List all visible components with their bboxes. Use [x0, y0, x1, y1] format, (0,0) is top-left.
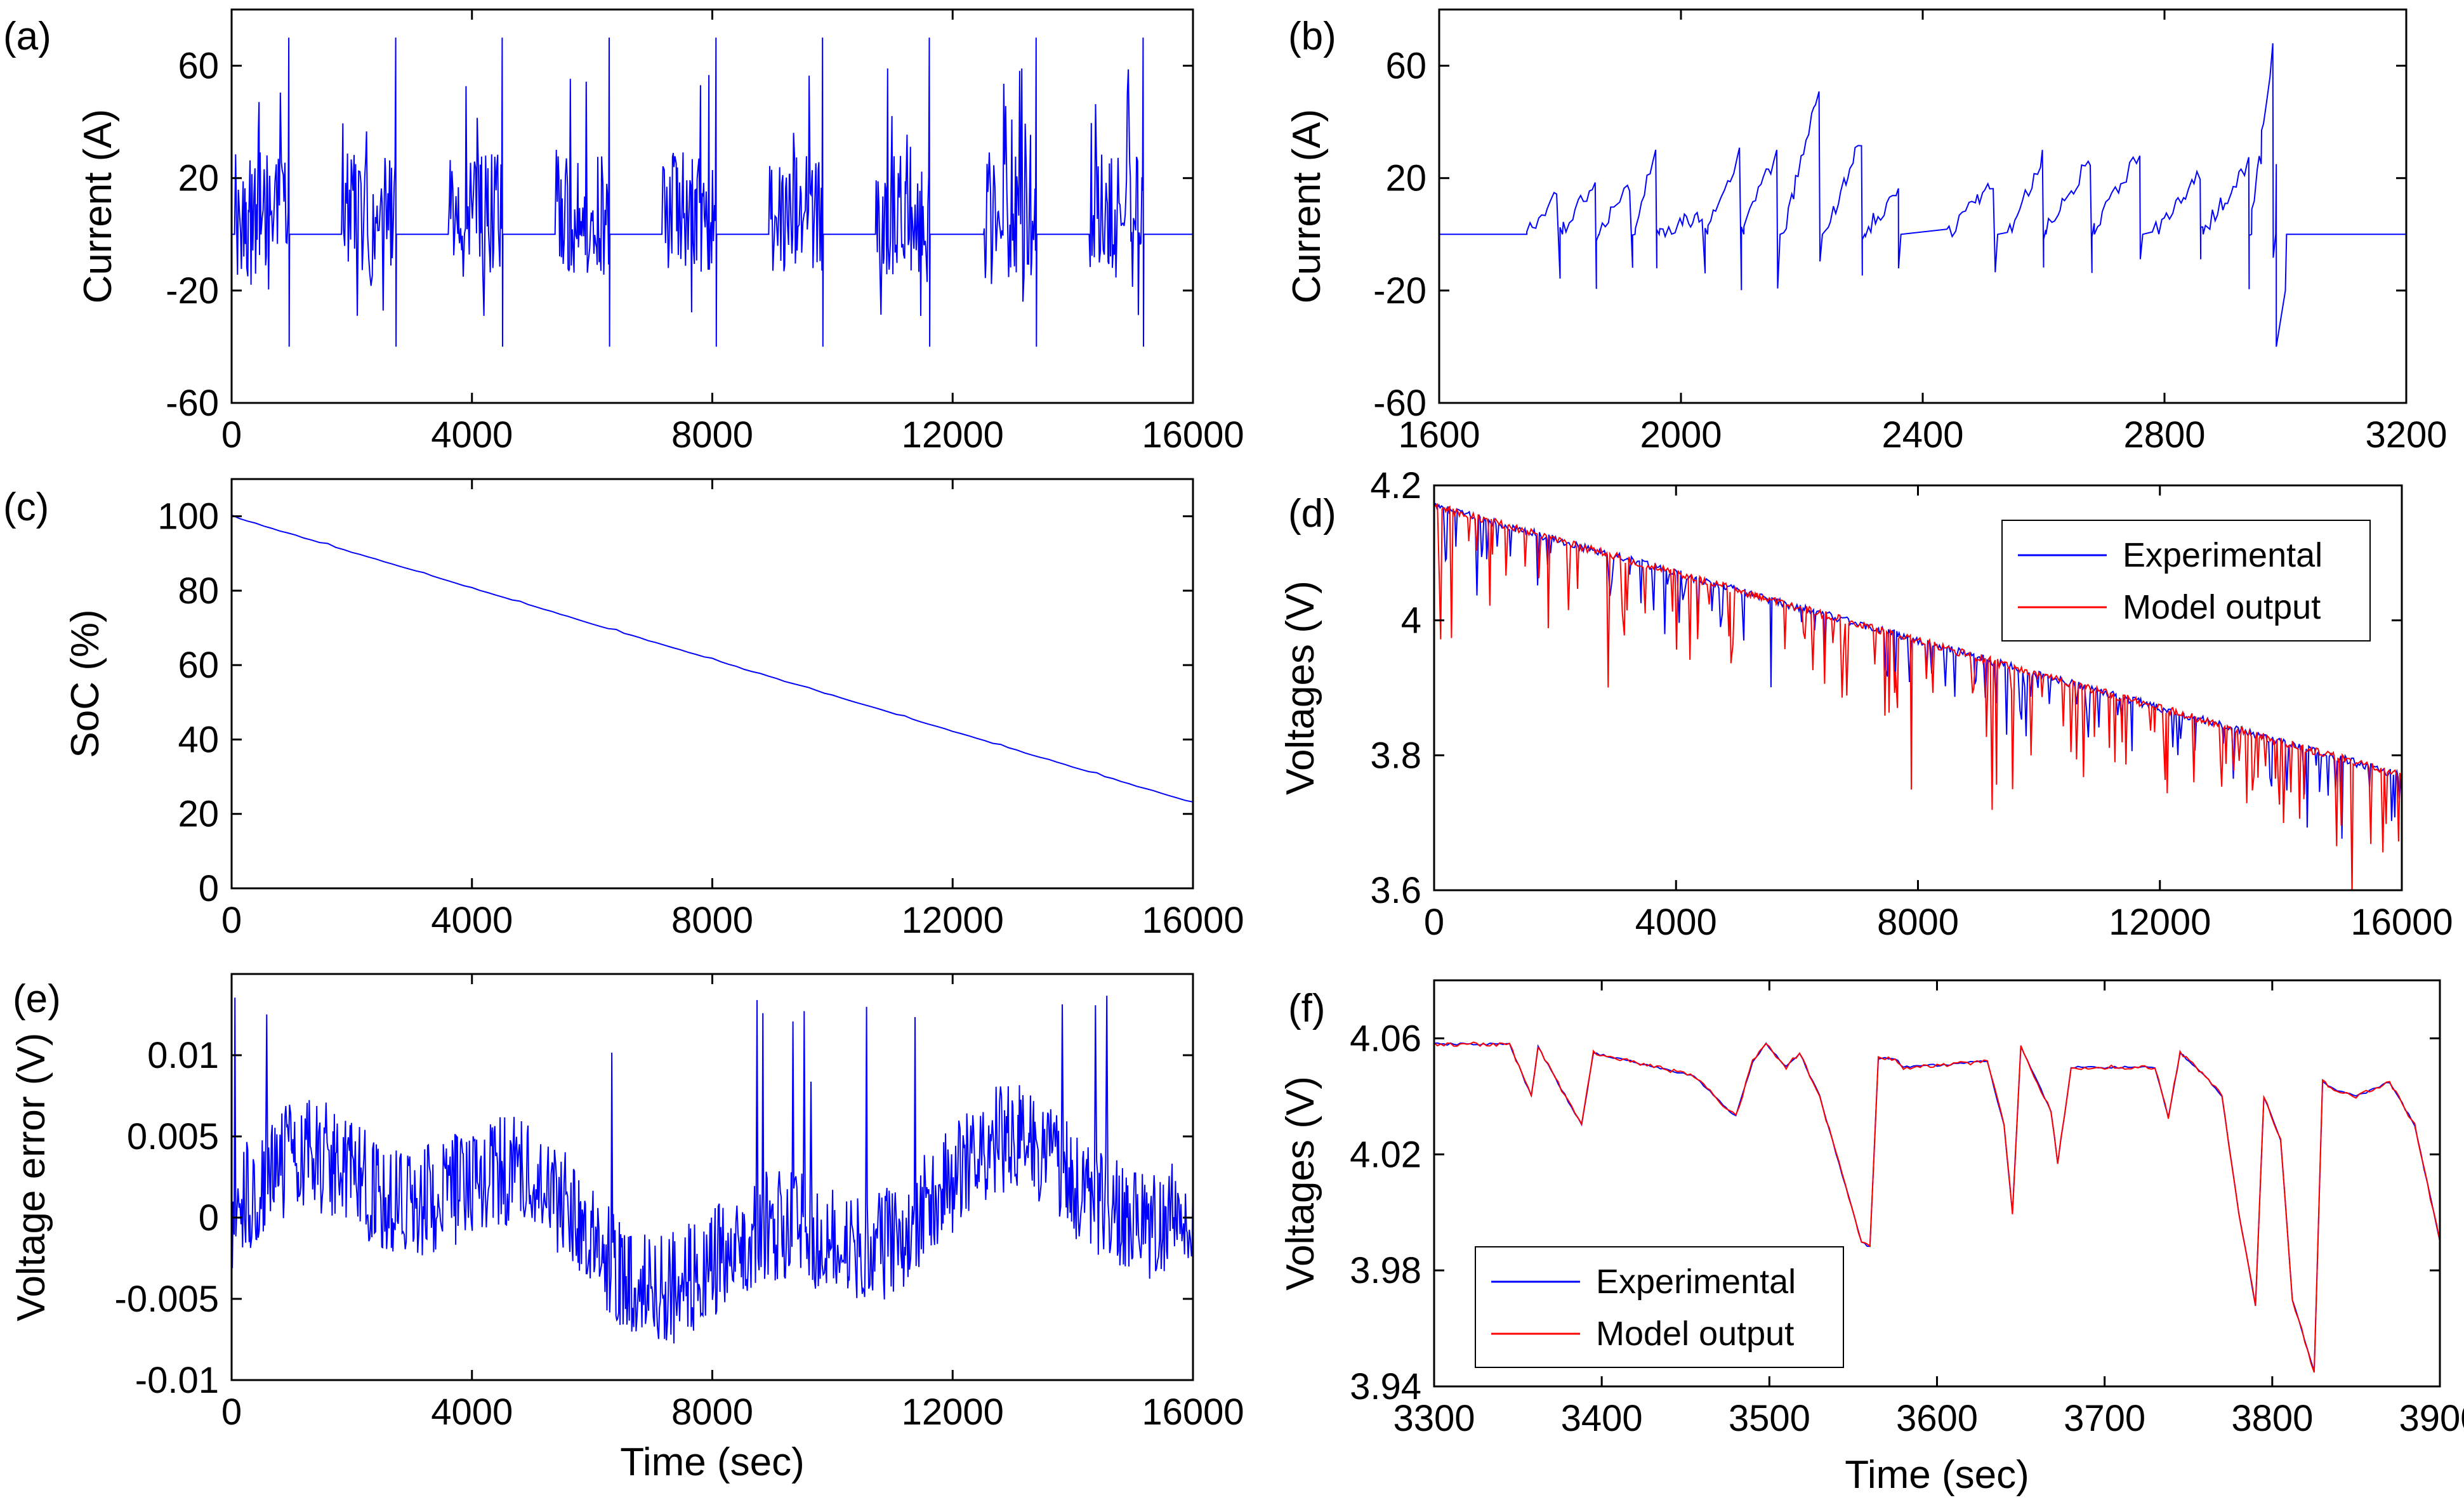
x-tick-label-c: 12000	[902, 900, 1004, 941]
x-tick-label-d: 4000	[1635, 902, 1717, 943]
y-axis-label-e: Voltage error (V)	[10, 1033, 53, 1322]
x-tick-label-a: 16000	[1142, 414, 1244, 456]
legend-label-f: Model output	[1596, 1315, 1794, 1353]
x-tick-label-c: 0	[221, 900, 242, 941]
legend-label-d: Model output	[2123, 588, 2321, 626]
y-axis-label-f: Voltages (V)	[1279, 1076, 1322, 1291]
y-tick-label-a: 20	[178, 158, 219, 199]
panel-label-a: (a)	[3, 15, 51, 58]
series-b-current	[1439, 43, 2406, 347]
y-tick-label-f: 4.02	[1350, 1134, 1421, 1175]
x-tick-label-e: 4000	[431, 1391, 513, 1433]
panel-label-e: (e)	[13, 977, 61, 1021]
x-tick-label-c: 16000	[1142, 900, 1244, 941]
legend-d: Experimental Model output	[2001, 520, 2371, 641]
series-d-model-output	[1434, 503, 2402, 890]
x-tick-label-d: 12000	[2109, 902, 2211, 943]
x-tick-label-b: 1600	[1398, 414, 1480, 456]
panel-d: 0 4000 8000 12000 16000 3.6 3.8 4 4.2 Voltages (V…	[1279, 465, 2453, 943]
y-tick-label-f: 3.98	[1350, 1250, 1421, 1291]
y-tick-label-e: 0.01	[147, 1035, 219, 1076]
y-tick-label-c: 0	[199, 868, 219, 909]
x-tick-label-f: 3400	[1561, 1398, 1643, 1439]
panel-c: 0 4000 8000 12000 16000 0 20 40 60 80 100 SoC (%) (c…	[3, 478, 1244, 941]
panel-label-f: (f)	[1288, 987, 1326, 1030]
y-tick-label-e: 0	[199, 1197, 219, 1239]
y-tick-label-c: 100	[157, 496, 219, 537]
y-tick-label-c: 60	[178, 645, 219, 686]
y-tick-label-c: 20	[178, 794, 219, 835]
axes-frame-c	[230, 478, 1194, 890]
y-axis-label-b: Current (A)	[1285, 109, 1329, 304]
x-tick-label-c: 8000	[671, 900, 753, 941]
x-tick-label-f: 3900	[2399, 1398, 2464, 1439]
x-tick-label-e: 0	[221, 1391, 242, 1433]
panel-label-b: (b)	[1288, 15, 1336, 58]
y-tick-label-f: 4.06	[1350, 1018, 1421, 1059]
x-tick-label-a: 0	[221, 414, 242, 456]
x-tick-label-b: 2800	[2123, 414, 2205, 456]
series-e-voltage-error	[232, 996, 1193, 1344]
x-tick-label-a: 4000	[431, 414, 513, 456]
x-tick-label-d: 16000	[2350, 902, 2453, 943]
y-tick-label-e: -0.01	[135, 1360, 219, 1401]
x-tick-label-b: 2000	[1640, 414, 1722, 456]
x-tick-label-c: 4000	[431, 900, 513, 941]
x-tick-label-b: 2400	[1881, 414, 1963, 456]
legend-label-f: Experimental	[1596, 1263, 1796, 1301]
x-tick-label-e: 16000	[1142, 1391, 1244, 1433]
x-tick-label-d: 0	[1424, 902, 1444, 943]
y-tick-label-e: 0.005	[127, 1116, 219, 1157]
y-tick-label-b: 20	[1385, 158, 1426, 199]
y-tick-label-b: 60	[1385, 46, 1426, 87]
y-tick-label-b: -20	[1373, 270, 1426, 312]
x-tick-label-a: 8000	[671, 414, 753, 456]
legend-label-d: Experimental	[2123, 536, 2322, 574]
legend-f: Experimental Model output	[1475, 1246, 1844, 1368]
y-tick-label-d: 4.2	[1370, 465, 1421, 506]
y-axis-label-a: Current (A)	[76, 109, 120, 304]
panel-b: 1600 2000 2400 2800 3200 -60 -20 20 60 Current (A…	[1285, 8, 2448, 456]
y-tick-label-e: -0.005	[115, 1279, 219, 1320]
panel-a: 0 4000 8000 12000 16000 -60 -20 20 60 Current (A)…	[3, 8, 1244, 456]
x-tick-label-f: 3700	[2064, 1398, 2145, 1439]
y-tick-label-a: -20	[166, 270, 219, 312]
y-tick-label-d: 3.8	[1370, 735, 1421, 776]
y-axis-label-d: Voltages (V)	[1279, 581, 1322, 795]
x-tick-label-e: 8000	[671, 1391, 753, 1433]
y-tick-label-d: 3.6	[1370, 870, 1421, 911]
panel-label-d: (d)	[1288, 492, 1336, 536]
y-axis-label-c: SoC (%)	[63, 609, 107, 758]
x-tick-label-f: 3800	[2231, 1398, 2313, 1439]
y-tick-label-b: -60	[1373, 383, 1426, 424]
x-tick-label-e: 12000	[902, 1391, 1004, 1433]
y-tick-label-c: 80	[178, 570, 219, 612]
x-tick-label-f: 3500	[1729, 1398, 1810, 1439]
x-tick-label-d: 8000	[1877, 902, 1959, 943]
series-a-current	[232, 37, 1193, 347]
panel-f: 3300 3400 3500 3600 3700 3800 3900 3.94 3.98 4.02…	[1279, 979, 2464, 1497]
legend-box-f	[1475, 1246, 1844, 1368]
x-tick-label-b: 3200	[2365, 414, 2447, 456]
legend-box-d	[2001, 520, 2371, 641]
y-tick-label-a: -60	[166, 383, 219, 424]
x-axis-label-e: Time (sec)	[620, 1440, 804, 1484]
y-tick-label-a: 60	[178, 46, 219, 87]
x-axis-label-f: Time (sec)	[1845, 1453, 2029, 1497]
x-tick-label-f: 3600	[1896, 1398, 1978, 1439]
panel-label-c: (c)	[3, 485, 49, 529]
y-tick-label-c: 40	[178, 719, 219, 760]
y-tick-label-d: 4	[1401, 600, 1421, 641]
x-tick-label-a: 12000	[902, 414, 1004, 456]
axes-frame-b	[1438, 8, 2408, 404]
y-tick-label-f: 3.94	[1350, 1366, 1421, 1407]
series-c-soc	[232, 514, 1193, 803]
x-tick-label-f: 3300	[1393, 1398, 1475, 1439]
panel-e: 0 4000 8000 12000 16000 -0.01 -0.005 0 0.005 0.01…	[10, 973, 1244, 1484]
series-f-model-output	[1434, 1041, 2440, 1373]
